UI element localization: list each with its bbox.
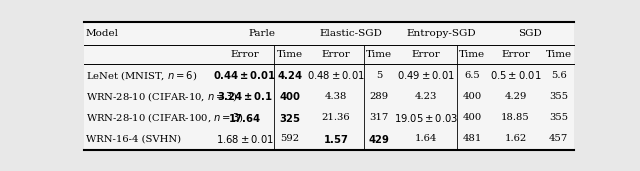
Text: 481: 481 bbox=[463, 134, 482, 143]
Text: 457: 457 bbox=[549, 134, 568, 143]
Text: $19.05 \pm 0.03$: $19.05 \pm 0.03$ bbox=[394, 112, 458, 124]
Text: Error: Error bbox=[501, 50, 530, 59]
Text: $\mathbf{1.57}$: $\mathbf{1.57}$ bbox=[323, 133, 348, 145]
Text: 6.5: 6.5 bbox=[465, 71, 480, 80]
Text: 4.23: 4.23 bbox=[415, 92, 437, 101]
Text: Entropy-SGD: Entropy-SGD bbox=[406, 29, 476, 38]
Text: WRN-28-10 (CIFAR-100, $n = 3$): WRN-28-10 (CIFAR-100, $n = 3$) bbox=[86, 111, 244, 124]
Text: 4.29: 4.29 bbox=[504, 92, 527, 101]
Text: 400: 400 bbox=[463, 113, 482, 122]
Text: 289: 289 bbox=[370, 92, 389, 101]
Text: $\mathbf{3.24 \pm 0.1}$: $\mathbf{3.24 \pm 0.1}$ bbox=[217, 90, 273, 102]
Text: $\mathbf{325}$: $\mathbf{325}$ bbox=[279, 112, 301, 124]
Text: $\mathbf{0.44 \pm 0.01}$: $\mathbf{0.44 \pm 0.01}$ bbox=[213, 69, 276, 81]
Text: 21.36: 21.36 bbox=[321, 113, 350, 122]
Text: SGD: SGD bbox=[518, 29, 542, 38]
Text: Error: Error bbox=[230, 50, 259, 59]
Text: Error: Error bbox=[321, 50, 350, 59]
Text: 5.6: 5.6 bbox=[550, 71, 566, 80]
Text: 592: 592 bbox=[281, 134, 300, 143]
Text: WRN-28-10 (CIFAR-10, $n = 3$): WRN-28-10 (CIFAR-10, $n = 3$) bbox=[86, 90, 237, 103]
Text: Model: Model bbox=[86, 29, 119, 38]
Text: 355: 355 bbox=[549, 92, 568, 101]
Text: 18.85: 18.85 bbox=[501, 113, 530, 122]
FancyBboxPatch shape bbox=[84, 23, 573, 150]
Text: 317: 317 bbox=[370, 113, 389, 122]
Text: 4.38: 4.38 bbox=[324, 92, 347, 101]
Text: 5: 5 bbox=[376, 71, 383, 80]
Text: Elastic-SGD: Elastic-SGD bbox=[319, 29, 382, 38]
Text: WRN-16-4 (SVHN): WRN-16-4 (SVHN) bbox=[86, 134, 181, 143]
Text: 1.62: 1.62 bbox=[504, 134, 527, 143]
Text: $\mathbf{400}$: $\mathbf{400}$ bbox=[279, 90, 301, 102]
Text: $0.49 \pm 0.01$: $0.49 \pm 0.01$ bbox=[397, 69, 455, 81]
Text: 400: 400 bbox=[463, 92, 482, 101]
Text: $\mathbf{429}$: $\mathbf{429}$ bbox=[369, 133, 390, 145]
Text: $1.68 \pm 0.01$: $1.68 \pm 0.01$ bbox=[216, 133, 274, 145]
Text: Parle: Parle bbox=[248, 29, 275, 38]
Text: Time: Time bbox=[460, 50, 486, 59]
Text: $\mathbf{4.24}$: $\mathbf{4.24}$ bbox=[277, 69, 303, 81]
Text: LeNet (MNIST, $n = 6$): LeNet (MNIST, $n = 6$) bbox=[86, 69, 197, 82]
Text: $\mathbf{17.64}$: $\mathbf{17.64}$ bbox=[228, 112, 262, 124]
Text: Time: Time bbox=[545, 50, 572, 59]
Text: $0.5 \pm 0.01$: $0.5 \pm 0.01$ bbox=[490, 69, 541, 81]
Text: Error: Error bbox=[412, 50, 440, 59]
Text: Time: Time bbox=[366, 50, 392, 59]
Text: $0.48 \pm 0.01$: $0.48 \pm 0.01$ bbox=[307, 69, 365, 81]
Text: 355: 355 bbox=[549, 113, 568, 122]
Text: Time: Time bbox=[277, 50, 303, 59]
Text: 1.64: 1.64 bbox=[415, 134, 437, 143]
